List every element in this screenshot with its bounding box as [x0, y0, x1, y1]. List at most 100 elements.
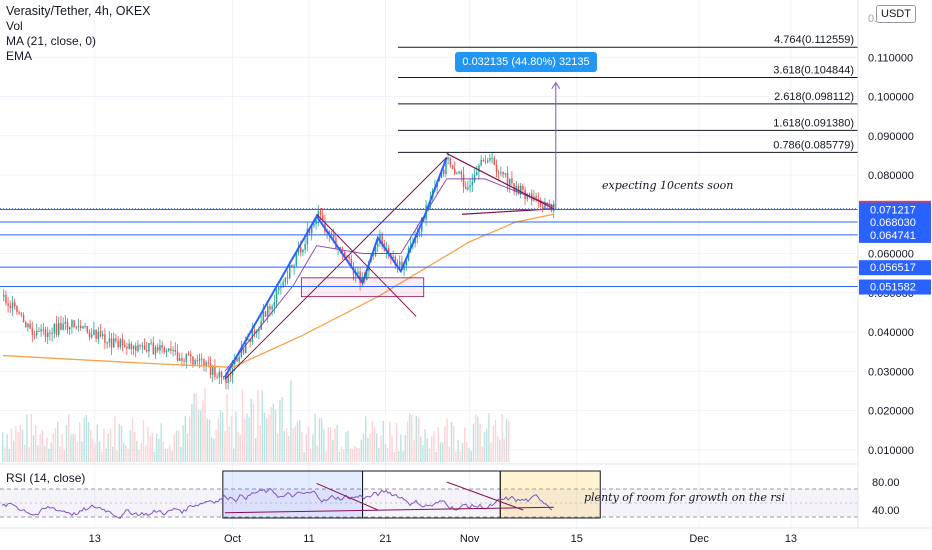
candle-body — [82, 326, 84, 329]
projection-tooltip: 0.032135 (44.80%) 32135 — [455, 52, 597, 72]
volume-bar — [241, 388, 244, 462]
volume-bar — [153, 451, 156, 462]
volume-bar — [508, 421, 510, 462]
volume-bar — [32, 435, 35, 462]
candle-body — [467, 187, 469, 190]
volume-bar — [162, 441, 164, 462]
candle-body — [190, 354, 192, 357]
volume-bar — [59, 446, 61, 462]
candle-body — [418, 231, 421, 233]
candle-body — [392, 256, 394, 259]
support-level-value: 0.056517 — [870, 262, 916, 274]
volume-bar — [164, 448, 167, 462]
volume-bar — [92, 439, 94, 462]
volume-bar — [76, 441, 79, 462]
symbol-title[interactable]: Verasity/Tether, 4h, OKEX — [6, 4, 151, 18]
indicator-vol[interactable]: Vol — [6, 19, 23, 33]
volume-bar — [13, 440, 15, 462]
volume-bar — [248, 417, 250, 462]
candle-body — [388, 248, 390, 254]
candle-body — [231, 363, 234, 376]
volume-bar — [237, 431, 239, 462]
candle-body — [267, 306, 269, 317]
candle-body — [291, 265, 293, 268]
volume-bar — [428, 448, 431, 462]
volume-bar — [26, 414, 28, 462]
candle-body — [491, 157, 493, 159]
candle-body — [31, 328, 34, 335]
volume-bar — [398, 450, 400, 462]
indicator-ema[interactable]: EMA — [6, 49, 33, 63]
candle-body — [447, 157, 449, 160]
candle-body — [293, 265, 295, 268]
price-axis-tick: 0.010000 — [868, 445, 914, 457]
volume-bar — [15, 425, 17, 462]
candle-body — [14, 302, 16, 307]
projection-arrowhead — [551, 81, 561, 90]
currency-button[interactable]: USDT — [876, 5, 916, 23]
candle-body — [55, 323, 58, 335]
candle-body — [242, 348, 245, 354]
candle-body — [456, 173, 458, 175]
volume-bar — [321, 418, 323, 462]
candle-body — [273, 302, 276, 307]
candle-body — [498, 172, 500, 174]
indicator-ma[interactable]: MA (21, close, 0) — [6, 34, 97, 48]
fib-level-label: 4.764(0.112559) — [774, 34, 854, 46]
volume-bar — [437, 427, 439, 462]
candle-body — [194, 360, 196, 365]
volume-bar — [393, 451, 395, 462]
volume-bar — [270, 407, 272, 462]
rsi-axis-tick: 40.00 — [872, 505, 900, 517]
candle-body — [143, 345, 146, 350]
volume-bar — [378, 447, 380, 462]
candle-body — [205, 362, 207, 367]
candle-body — [295, 253, 298, 266]
support-level-tag-bg — [859, 214, 931, 230]
volume-bar — [4, 447, 6, 462]
candle-body — [27, 323, 29, 328]
volume-bar — [195, 393, 197, 462]
volume-bar — [472, 423, 475, 462]
candle-body — [359, 271, 361, 284]
candle-body — [484, 160, 487, 162]
volume-bar — [501, 414, 503, 462]
candle-body — [84, 326, 86, 328]
volume-bar — [376, 433, 378, 462]
candle-body — [102, 334, 104, 337]
volume-bar — [184, 415, 186, 462]
volume-bar — [85, 414, 87, 462]
support-level-value: 0.068030 — [870, 217, 916, 229]
candle-body — [308, 229, 311, 234]
volume-bar — [180, 447, 182, 462]
rsi-indicator-label[interactable]: RSI (14, close) — [6, 471, 86, 485]
candle-body — [212, 365, 214, 375]
support-level-tag: 0.068030 — [859, 214, 931, 230]
candle-body — [97, 331, 100, 339]
candle-body — [176, 351, 179, 361]
volume-bar — [63, 450, 65, 462]
rsi-trend-line-down-2 — [446, 481, 524, 511]
candle-body — [300, 247, 302, 253]
volume-bar — [96, 424, 98, 462]
candle-body — [25, 321, 27, 328]
candle-body — [148, 343, 150, 352]
support-level-tag-bg — [859, 279, 931, 295]
candle-body — [130, 343, 133, 350]
volume-bar — [43, 445, 46, 462]
candle-body — [480, 159, 482, 166]
ma-line — [224, 178, 554, 372]
candle-body — [262, 311, 265, 322]
candle-body — [126, 346, 128, 349]
volume-bar — [354, 446, 356, 462]
candle-body — [20, 313, 23, 316]
volume-bar — [145, 445, 147, 462]
volume-bar — [464, 427, 466, 462]
candle-body — [478, 165, 480, 173]
volume-bar — [415, 415, 417, 462]
candle-body — [196, 360, 199, 362]
volume-bar — [349, 448, 351, 462]
volume-bar — [325, 451, 327, 462]
candle-body — [493, 157, 496, 165]
